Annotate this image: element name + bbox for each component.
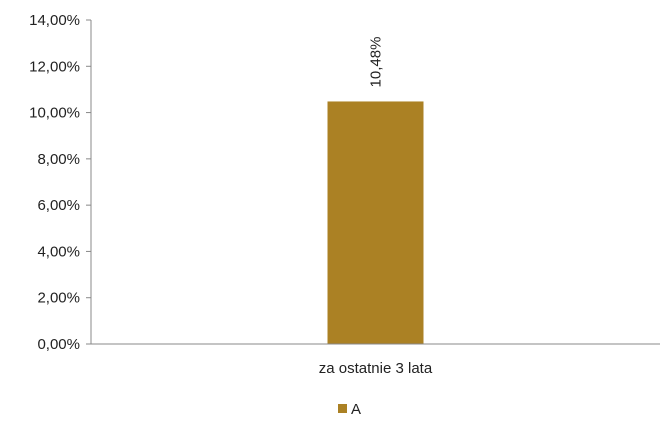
- bars: 10,48%: [327, 37, 424, 344]
- y-tick-label: 12,00%: [29, 58, 80, 75]
- legend: A: [338, 401, 361, 418]
- y-tick-label: 10,00%: [29, 105, 80, 122]
- y-tick-label: 6,00%: [37, 197, 80, 214]
- legend-swatch: [338, 404, 347, 413]
- y-tick-label: 14,00%: [29, 12, 80, 29]
- y-tick-label: 4,00%: [37, 243, 80, 260]
- legend-label: A: [351, 401, 361, 418]
- y-tick-label: 0,00%: [37, 336, 80, 353]
- y-tick-label: 8,00%: [37, 151, 80, 168]
- data-label: 10,48%: [368, 37, 385, 88]
- x-axis: za ostatnie 3 lata: [91, 343, 660, 377]
- y-axis: 0,00% 2,00% 4,00% 6,00% 8,00% 10,00% 12,00% 14,…: [29, 12, 92, 353]
- x-category-label: za ostatnie 3 lata: [319, 360, 433, 377]
- bar: [327, 101, 424, 344]
- y-tick-label: 2,00%: [37, 290, 80, 307]
